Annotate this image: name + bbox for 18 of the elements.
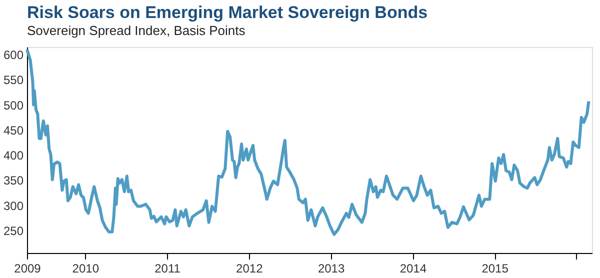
x-tick-label: 2010 [72,262,100,276]
y-tick-label: 450 [3,123,24,138]
x-tick-label: 2013 [318,262,345,276]
y-tick-label: 350 [3,174,24,188]
chart-subtitle: Sovereign Spread Index, Basis Points [27,23,246,38]
x-tick-label: 2012 [236,262,264,276]
y-tick-label: 500 [3,98,24,112]
y-tick-label: 300 [3,198,24,213]
line-series [26,48,590,236]
x-tick-label: 2015 [482,262,509,276]
chart-title: Risk Soars on Emerging Market Sovereign Bonds [27,3,428,22]
y-tick-label: 550 [3,73,24,88]
x-tick-label: 2009 [14,262,42,276]
x-tick-label: 2011 [154,262,181,276]
y-tick-label: 600 [3,48,24,62]
y-tick-label: 250 [3,224,24,238]
x-tick-label: 2014 [400,262,427,276]
y-tick-label: 400 [3,148,24,163]
